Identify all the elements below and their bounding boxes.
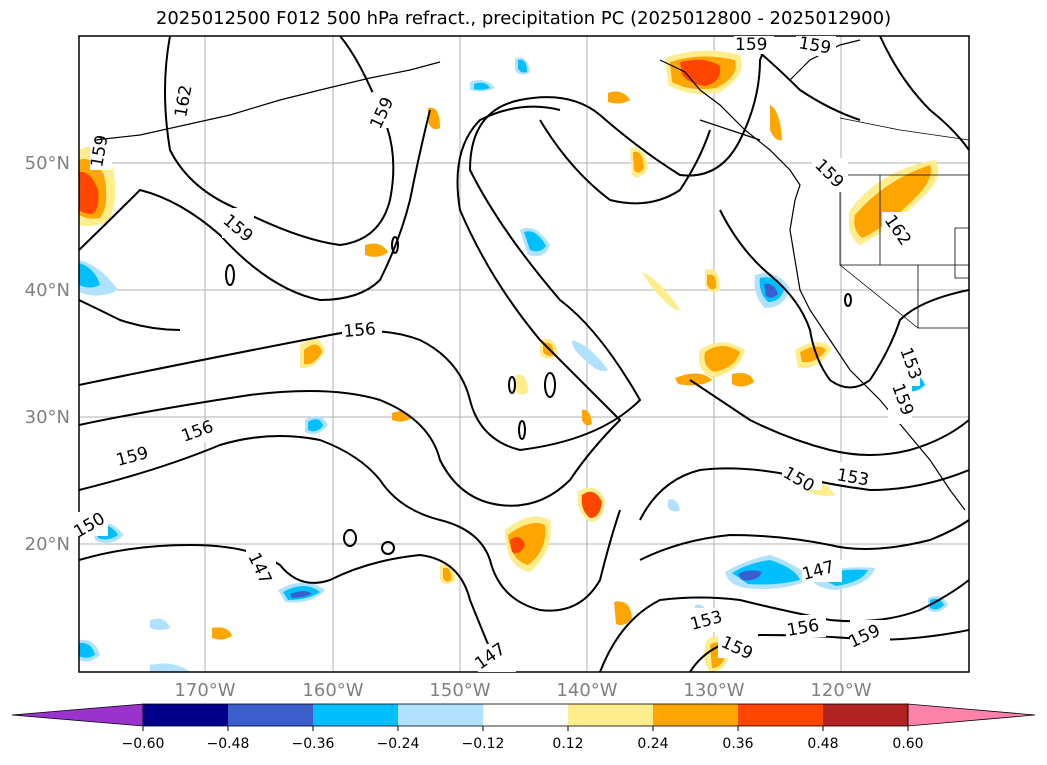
- colorbar-tick-label: −0.48: [207, 736, 250, 752]
- colorbar-segment: [483, 704, 568, 726]
- colorbar-segment: [398, 704, 483, 726]
- map-frame: [78, 35, 970, 673]
- colorbar-segment: [738, 704, 823, 726]
- colorbar-segment: [228, 704, 313, 726]
- contour-label: 156: [343, 319, 377, 342]
- colorbar-tick-label: 0.24: [637, 736, 668, 752]
- colorbar-tick-label: −0.24: [377, 736, 420, 752]
- colorbar-tick-label: 0.60: [892, 736, 923, 752]
- lat-labels: 50°N 40°N 30°N 20°N: [25, 153, 70, 555]
- colorbar-extend-low: [11, 703, 144, 727]
- colorbar: −0.60 −0.48 −0.36 −0.24 −0.12 0.12 0.24 0.36 0.4…: [11, 703, 1036, 752]
- lon-label: 170°W: [174, 680, 235, 701]
- lat-label: 20°N: [25, 534, 70, 555]
- lon-label: 140°W: [556, 680, 617, 701]
- colorbar-segment: [313, 704, 398, 726]
- lon-label: 160°W: [302, 680, 363, 701]
- lat-label: 30°N: [25, 407, 70, 428]
- lat-label: 40°N: [25, 280, 70, 301]
- lon-label: 120°W: [810, 680, 871, 701]
- colorbar-segment: [143, 704, 228, 726]
- lon-labels: 170°W 160°W 150°W 140°W 130°W 120°W: [174, 680, 871, 701]
- colorbar-tick-label: 0.48: [807, 736, 838, 752]
- colorbar-extend-high: [907, 703, 1036, 727]
- small-contours: [225, 236, 852, 555]
- colorbar-segment: [568, 704, 653, 726]
- gridlines: [79, 36, 969, 672]
- lat-label: 50°N: [25, 153, 70, 174]
- lon-label: 150°W: [429, 680, 490, 701]
- colorbar-segment: [653, 704, 738, 726]
- lon-label: 130°W: [683, 680, 744, 701]
- colorbar-segment: [823, 704, 908, 726]
- borders: [839, 117, 969, 329]
- contour-label: 159: [735, 35, 767, 55]
- colorbar-tick-label: −0.60: [122, 736, 165, 752]
- map-title: 2025012500 F012 500 hPa refract., precip…: [155, 8, 892, 29]
- colorbar-tick-label: −0.12: [462, 736, 505, 752]
- colorbar-tick-label: −0.36: [292, 736, 335, 752]
- colorbar-outline: [142, 703, 909, 727]
- colorbar-tick-label: 0.36: [722, 736, 753, 752]
- colorbar-tick-label: 0.12: [552, 736, 583, 752]
